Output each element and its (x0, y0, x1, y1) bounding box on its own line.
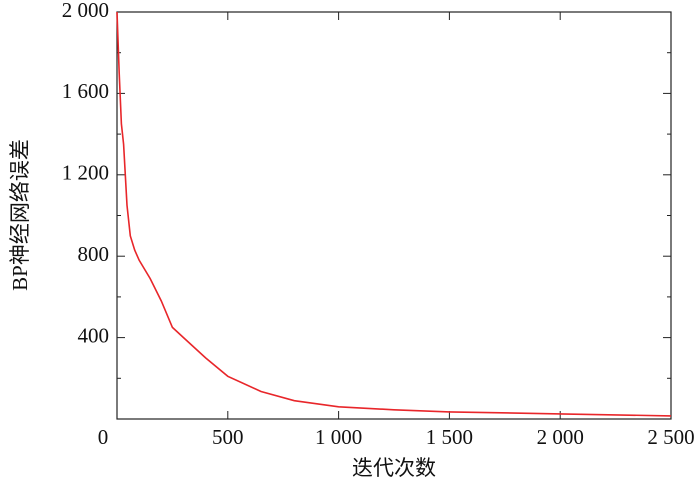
y-tick-label: 1 200 (62, 161, 109, 185)
y-tick-label: 2 000 (62, 0, 109, 22)
y-tick-label: 800 (78, 242, 110, 266)
x-tick-label: 2 500 (647, 425, 694, 449)
x-tick-label: 1 000 (315, 425, 362, 449)
x-tick-label: 0 (98, 425, 109, 449)
y-tick-label: 1 600 (62, 79, 109, 103)
line-series (116, 11, 672, 417)
x-tick-label: 1 500 (426, 425, 473, 449)
plot-frame (116, 11, 672, 420)
x-tick-label: 2 000 (537, 425, 584, 449)
y-tick-label: 400 (78, 323, 110, 347)
x-tick-label: 500 (212, 425, 244, 449)
x-axis-label: 迭代次数 (352, 456, 436, 480)
y-axis-label: BP神经网络误差 (8, 139, 32, 291)
